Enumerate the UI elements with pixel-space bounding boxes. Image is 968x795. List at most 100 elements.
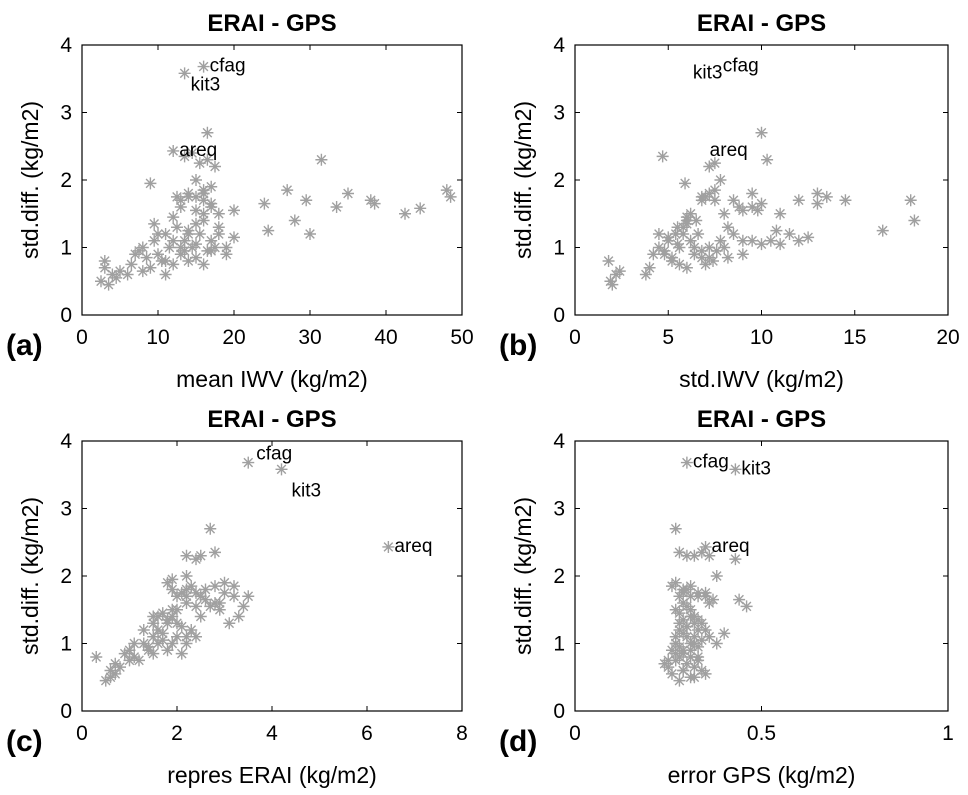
plot-frame (574, 44, 949, 316)
data-point (167, 144, 180, 157)
data-point (123, 654, 136, 667)
data-point (223, 617, 236, 630)
data-point (662, 231, 675, 244)
data-point (201, 153, 214, 166)
data-point (232, 610, 245, 623)
data-point (699, 624, 712, 636)
chart-title: ERAI - GPS (207, 10, 336, 37)
data-point (692, 624, 705, 636)
data-point (190, 586, 202, 599)
data-point (783, 228, 796, 240)
y-tick-label: 1 (60, 633, 72, 656)
plot-frame (574, 440, 949, 712)
data-point (166, 583, 179, 596)
data-point (242, 456, 255, 469)
y-tick-label: 4 (553, 430, 565, 453)
data-point (368, 197, 381, 210)
data-point (114, 661, 126, 674)
data-point (688, 248, 701, 261)
data-point (159, 255, 172, 267)
y-tick-label: 0 (553, 304, 565, 327)
data-point (669, 228, 682, 240)
data-point (190, 217, 202, 230)
data-point (109, 657, 122, 670)
y-tick-label: 2 (60, 169, 72, 192)
data-point (876, 224, 889, 237)
data-point (199, 593, 212, 606)
data-point (740, 600, 753, 613)
data-point (755, 238, 768, 251)
data-point (703, 160, 716, 173)
data-point (684, 651, 697, 663)
data-point (175, 620, 188, 633)
data-point (652, 228, 665, 240)
data-point (180, 590, 193, 603)
panel-label: (c) (6, 725, 43, 758)
data-point (692, 586, 705, 599)
x-tick-label: 8 (456, 722, 468, 745)
data-point (144, 261, 157, 274)
data-point (167, 258, 180, 271)
data-point (699, 590, 712, 603)
data-point (729, 553, 742, 566)
data-point (671, 221, 684, 234)
x-axis-label: std.IWV (kg/m2) (679, 366, 844, 392)
data-point (182, 228, 195, 240)
x-axis-label: error GPS (kg/m2) (668, 762, 856, 788)
data-point (156, 627, 169, 640)
data-point (703, 187, 716, 200)
data-point (228, 231, 240, 244)
y-tick-label: 2 (553, 565, 565, 588)
data-point (109, 667, 122, 680)
data-point (178, 67, 191, 80)
data-point (714, 234, 727, 247)
data-point (212, 207, 225, 220)
y-axis-label: std.diff. (kg/m2) (510, 497, 536, 655)
data-point (802, 231, 815, 244)
data-point (602, 255, 615, 267)
data-point (695, 190, 708, 203)
y-tick-label: 4 (60, 34, 72, 57)
data-point (692, 228, 705, 240)
data-point (695, 617, 708, 630)
x-tick-label: 20 (936, 326, 959, 349)
data-point (144, 177, 157, 190)
scatter-series (90, 456, 395, 687)
data-point (197, 187, 210, 200)
data-point (102, 278, 115, 291)
data-point (673, 258, 686, 271)
annotation-label: kit3 (741, 458, 771, 479)
data-point (190, 251, 202, 264)
data-point (125, 258, 138, 271)
y-tick-label: 3 (553, 498, 565, 521)
data-point (703, 251, 716, 264)
data-point (684, 644, 697, 657)
data-point (147, 617, 160, 630)
data-point (148, 234, 161, 247)
data-point (718, 627, 731, 640)
x-tick-label: 15 (843, 326, 866, 349)
data-point (213, 597, 226, 609)
data-point (811, 197, 824, 210)
data-point (171, 221, 183, 234)
data-point (156, 634, 169, 647)
data-point (669, 576, 682, 589)
data-point (677, 664, 690, 677)
data-point (688, 661, 701, 674)
data-point (342, 187, 354, 200)
data-point (751, 204, 764, 217)
data-point (220, 248, 233, 261)
panel-label: (d) (499, 725, 537, 758)
chart-title: ERAI - GPS (207, 406, 336, 433)
data-point (695, 244, 708, 257)
data-point (110, 271, 123, 284)
data-point (444, 190, 457, 203)
data-point (121, 268, 134, 281)
data-point (382, 540, 395, 553)
data-point (147, 647, 160, 660)
data-point (104, 664, 117, 677)
panel-2: 0 5 10 15 20 0 1 2 3 4 ERAI - GPS std.IWV (kg/m2) st… (499, 10, 960, 392)
data-point (699, 667, 712, 680)
data-point (209, 580, 221, 593)
data-point (399, 207, 411, 220)
